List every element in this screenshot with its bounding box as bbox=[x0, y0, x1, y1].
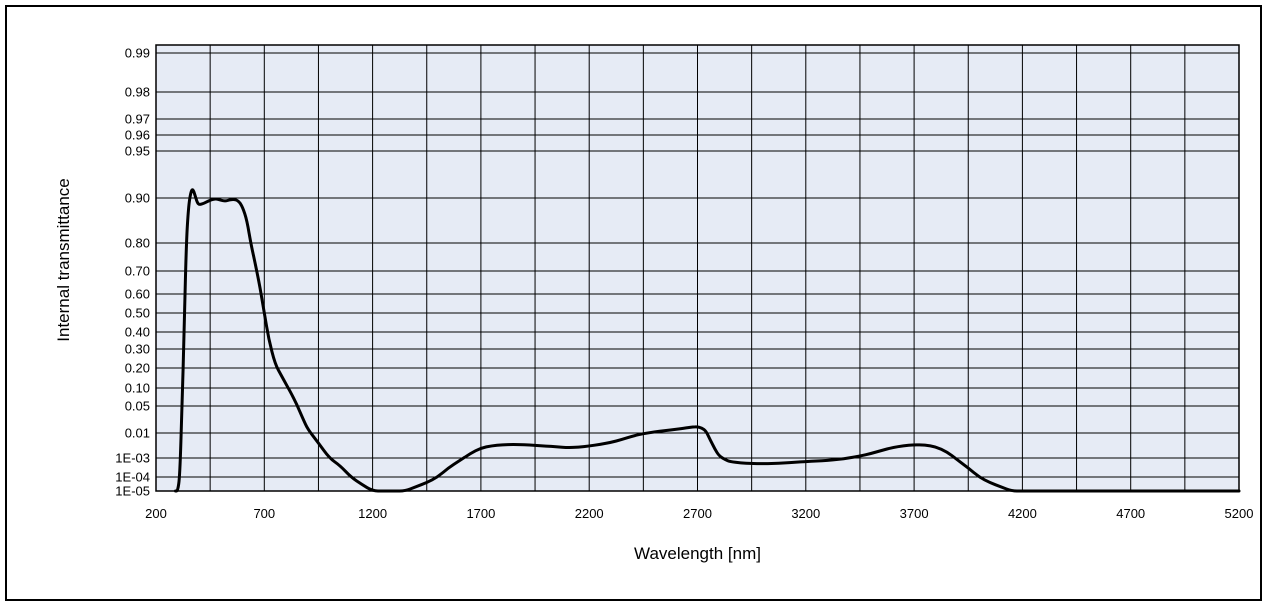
y-tick-label: 1E-03 bbox=[115, 451, 150, 466]
x-tick-label: 5200 bbox=[1225, 506, 1254, 521]
y-tick-label: 1E-04 bbox=[115, 470, 150, 485]
y-tick-label: 0.05 bbox=[125, 399, 150, 414]
y-tick-labels: 0.99 0.98 0.970.960.95 0.90 0.80 0.70 0.60 0.50… bbox=[115, 46, 150, 499]
y-tick-label: 0.90 bbox=[125, 191, 150, 206]
y-tick-label: 0.98 bbox=[125, 85, 150, 100]
x-tick-label: 2700 bbox=[683, 506, 712, 521]
x-tick-labels: 200 700 1200 1700 2200 2700 3200 3700 4200 4700 52… bbox=[145, 506, 1253, 521]
y-tick-label: 0.80 bbox=[125, 236, 150, 251]
plot-border bbox=[155, 44, 1240, 492]
y-tick-label: 0.99 bbox=[125, 46, 150, 61]
x-tick-label: 1200 bbox=[358, 506, 387, 521]
y-tick-label: 0.10 bbox=[125, 381, 150, 396]
y-tick-label: 0.01 bbox=[125, 426, 150, 441]
series-line bbox=[174, 188, 1241, 493]
x-tick-label: 4700 bbox=[1116, 506, 1145, 521]
x-tick-label: 4200 bbox=[1008, 506, 1037, 521]
y-tick-label: 0.30 bbox=[125, 342, 150, 357]
x-tick-label: 3200 bbox=[791, 506, 820, 521]
x-tick-label: 1700 bbox=[466, 506, 495, 521]
y-tick-label: 1E-05 bbox=[115, 484, 150, 499]
y-tick-label: 0.60 bbox=[125, 287, 150, 302]
y-tick-label: 0.50 bbox=[125, 306, 150, 321]
x-axis-title: Wavelength [nm] bbox=[634, 544, 761, 563]
y-tick-label: 0.70 bbox=[125, 264, 150, 279]
y-tick-label: 0.97 bbox=[125, 112, 150, 127]
y-tick-label: 0.96 bbox=[125, 128, 150, 143]
y-axis-title: Internal transmittance bbox=[54, 178, 73, 341]
x-tick-label: 700 bbox=[253, 506, 275, 521]
x-tick-label: 2200 bbox=[575, 506, 604, 521]
x-tick-label: 3700 bbox=[900, 506, 929, 521]
x-tick-label: 200 bbox=[145, 506, 167, 521]
y-tick-label: 0.20 bbox=[125, 361, 150, 376]
y-tick-label: 0.40 bbox=[125, 325, 150, 340]
y-tick-label: 0.95 bbox=[125, 144, 150, 159]
